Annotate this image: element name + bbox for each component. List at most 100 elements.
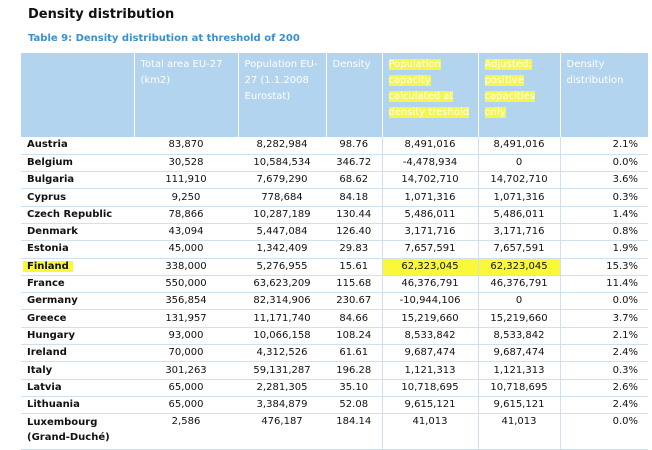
population-cell: 1,342,409 [238, 240, 326, 259]
density-distribution-cell: 0.8% [559, 223, 648, 242]
total-area-cell: 111,910 [134, 171, 238, 190]
density-cell: 98.76 [326, 137, 382, 155]
total-area-cell: 83,870 [134, 137, 238, 155]
table-row: Belgium 30,528 10,584,534 346.72 -4,478,934 0… [21, 154, 648, 173]
density-cell: 230.67 [326, 292, 382, 311]
density-distribution-cell: 2.4% [559, 396, 648, 415]
density-distribution-cell: 0.3% [559, 361, 648, 380]
table-row: Denmark 43,094 5,447,084 126.40 3,171,716 3,1… [21, 223, 648, 242]
population-cell: 476,187 [238, 413, 326, 450]
header-population-capacity: Population capacity calculated at densit… [381, 53, 478, 137]
density-distribution-cell: 0.3% [559, 188, 648, 207]
table-caption: Table 9: Density distribution at thresho… [28, 33, 300, 44]
density-distribution-cell: 2.6% [559, 379, 648, 397]
density-distribution-cell: 1.4% [559, 206, 648, 224]
population-cell: 778,684 [238, 188, 326, 207]
header-population-capacity-label: Population capacity calculated at densit… [388, 59, 470, 118]
density-cell: 84.18 [326, 188, 382, 207]
density-distribution-cell: 0.0% [559, 292, 648, 311]
total-area-cell: 9,250 [134, 188, 238, 207]
adjusted-cell: 8,491,016 [477, 137, 560, 155]
population-capacity-cell: 10,718,695 [381, 379, 478, 397]
total-area-cell: 70,000 [134, 344, 238, 363]
population-cell: 82,314,906 [238, 292, 326, 311]
adjusted-cell: 41,013 [477, 413, 560, 450]
total-area-cell: 550,000 [134, 275, 238, 294]
density-cell: 346.72 [326, 154, 382, 173]
population-cell: 10,287,189 [238, 206, 326, 224]
adjusted-cell: 1,121,313 [477, 361, 560, 380]
country-cell: Estonia [21, 240, 134, 259]
density-distribution-cell: 0.0% [559, 413, 648, 450]
population-capacity-cell: -4,478,934 [381, 154, 478, 173]
adjusted-cell: 9,687,474 [477, 344, 560, 363]
country-cell: Germany [21, 292, 134, 311]
header-density: Density [325, 53, 382, 137]
adjusted-cell: 9,615,121 [477, 396, 560, 415]
table-row: Luxembourg (Grand-Duché) 2,586 476,187 184.… [21, 413, 648, 450]
table-row: Finland 338,000 5,276,955 15.61 62,323,045 62… [21, 258, 648, 276]
population-capacity-cell: 1,121,313 [381, 361, 478, 380]
country-cell: Lithuania [21, 396, 134, 415]
population-cell: 3,384,879 [238, 396, 326, 415]
population-cell: 59,131,287 [238, 361, 326, 380]
table-row: Austria 83,870 8,282,984 98.76 8,491,016 8,49… [21, 137, 648, 155]
density-cell: 126.40 [326, 223, 382, 242]
header-total-area: Total area EU-27 (km2) [133, 53, 238, 137]
population-capacity-cell: 14,702,710 [381, 171, 478, 190]
table-header-row: Total area EU-27 (km2) Population EU-27 … [21, 53, 648, 137]
adjusted-cell: 1,071,316 [477, 188, 560, 207]
total-area-cell: 45,000 [134, 240, 238, 259]
table-row: Italy 301,263 59,131,287 196.28 1,121,313 1,1… [21, 361, 648, 380]
population-capacity-cell: 46,376,791 [381, 275, 478, 294]
adjusted-cell: 0 [477, 292, 560, 311]
population-capacity-cell: 8,491,016 [381, 137, 478, 155]
population-cell: 10,584,534 [238, 154, 326, 173]
population-cell: 10,066,158 [238, 327, 326, 346]
table-row: Cyprus 9,250 778,684 84.18 1,071,316 1,071,31… [21, 188, 648, 207]
total-area-cell: 356,854 [134, 292, 238, 311]
adjusted-cell: 0 [477, 154, 560, 173]
density-distribution-cell: 15.3% [559, 258, 648, 276]
population-capacity-cell: 9,687,474 [381, 344, 478, 363]
header-population: Population EU-27 (1.1.2008 Eurostat) [237, 53, 326, 137]
density-distribution-cell: 11.4% [559, 275, 648, 294]
country-cell: Finland [21, 258, 134, 276]
total-area-cell: 301,263 [134, 361, 238, 380]
adjusted-cell: 14,702,710 [477, 171, 560, 190]
density-cell: 108.24 [326, 327, 382, 346]
header-country [21, 53, 134, 137]
population-cell: 5,276,955 [238, 258, 326, 276]
section-heading: Density distribution [28, 7, 175, 22]
density-cell: 68.62 [326, 171, 382, 190]
table-row: Germany 356,854 82,314,906 230.67 -10,944,10… [21, 292, 648, 311]
density-cell: 196.28 [326, 361, 382, 380]
table-row: Bulgaria 111,910 7,679,290 68.62 14,702,710 1… [21, 171, 648, 190]
population-capacity-cell: 3,171,716 [381, 223, 478, 242]
table-row: Czech Republic 78,866 10,287,189 130.44 5,48… [21, 206, 648, 224]
population-cell: 5,447,084 [238, 223, 326, 242]
adjusted-cell: 5,486,011 [477, 206, 560, 224]
table-body: Austria 83,870 8,282,984 98.76 8,491,016 8,49… [21, 137, 648, 450]
density-cell: 15.61 [326, 258, 382, 276]
country-cell: Greece [21, 309, 134, 328]
total-area-cell: 30,528 [134, 154, 238, 173]
header-adjusted-label: Adjusted: positive capacities only [484, 59, 535, 118]
country-cell: Hungary [21, 327, 134, 346]
population-capacity-cell: 41,013 [381, 413, 478, 450]
country-cell: Italy [21, 361, 134, 380]
population-capacity-cell: 7,657,591 [381, 240, 478, 259]
population-capacity-cell: 62,323,045 [381, 258, 478, 276]
total-area-cell: 338,000 [134, 258, 238, 276]
density-table: Total area EU-27 (km2) Population EU-27 … [21, 53, 648, 450]
total-area-cell: 43,094 [134, 223, 238, 242]
header-adjusted: Adjusted: positive capacities only [477, 53, 560, 137]
adjusted-cell: 15,219,660 [477, 309, 560, 328]
country-cell: Bulgaria [21, 171, 134, 190]
density-distribution-cell: 3.7% [559, 309, 648, 328]
density-distribution-cell: 2.1% [559, 327, 648, 346]
population-cell: 11,171,740 [238, 309, 326, 328]
country-cell: Denmark [21, 223, 134, 242]
population-capacity-cell: 8,533,842 [381, 327, 478, 346]
